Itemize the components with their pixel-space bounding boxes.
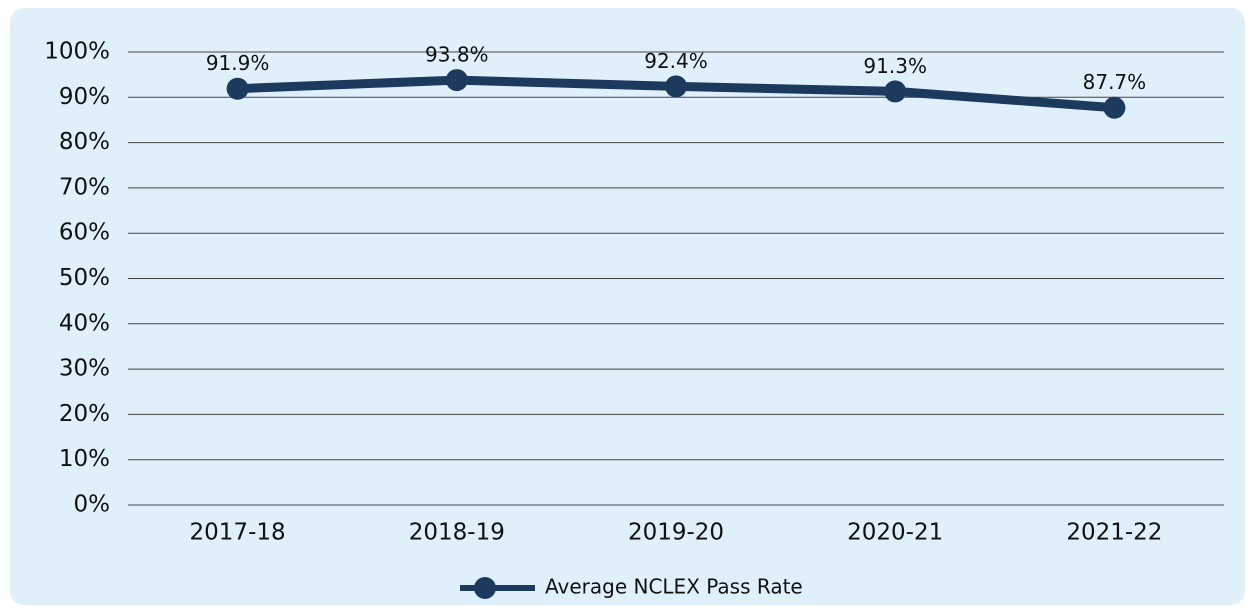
data-label: 91.9%	[206, 51, 270, 75]
y-tick-label: 80%	[59, 129, 110, 155]
data-point	[884, 80, 907, 103]
x-tick-label: 2018-19	[409, 520, 505, 546]
y-tick-label: 40%	[59, 310, 110, 336]
y-tick-label: 90%	[59, 84, 110, 110]
data-label: 91.3%	[863, 54, 927, 78]
y-tick-label: 50%	[59, 265, 110, 291]
chart-background	[10, 8, 1245, 605]
x-tick-label: 2020-21	[847, 520, 943, 546]
y-tick-label: 10%	[59, 446, 110, 472]
x-tick-label: 2021-22	[1066, 520, 1162, 546]
y-tick-label: 0%	[74, 492, 111, 518]
x-tick-label: 2019-20	[628, 520, 724, 546]
y-tick-label: 20%	[59, 401, 110, 427]
data-point	[1103, 96, 1126, 119]
legend-label: Average NCLEX Pass Rate	[545, 575, 803, 599]
data-point	[226, 77, 249, 100]
x-tick-label: 2017-18	[190, 520, 286, 546]
y-tick-label: 60%	[59, 220, 110, 246]
data-point	[665, 75, 687, 98]
y-tick-label: 70%	[59, 174, 110, 200]
data-label: 92.4%	[644, 49, 708, 73]
data-point	[445, 69, 468, 92]
data-label: 93.8%	[425, 43, 489, 67]
y-tick-label: 30%	[59, 356, 110, 382]
legend-marker	[474, 577, 496, 599]
y-tick-label: 100%	[44, 39, 110, 65]
data-label: 87.7%	[1083, 70, 1147, 94]
